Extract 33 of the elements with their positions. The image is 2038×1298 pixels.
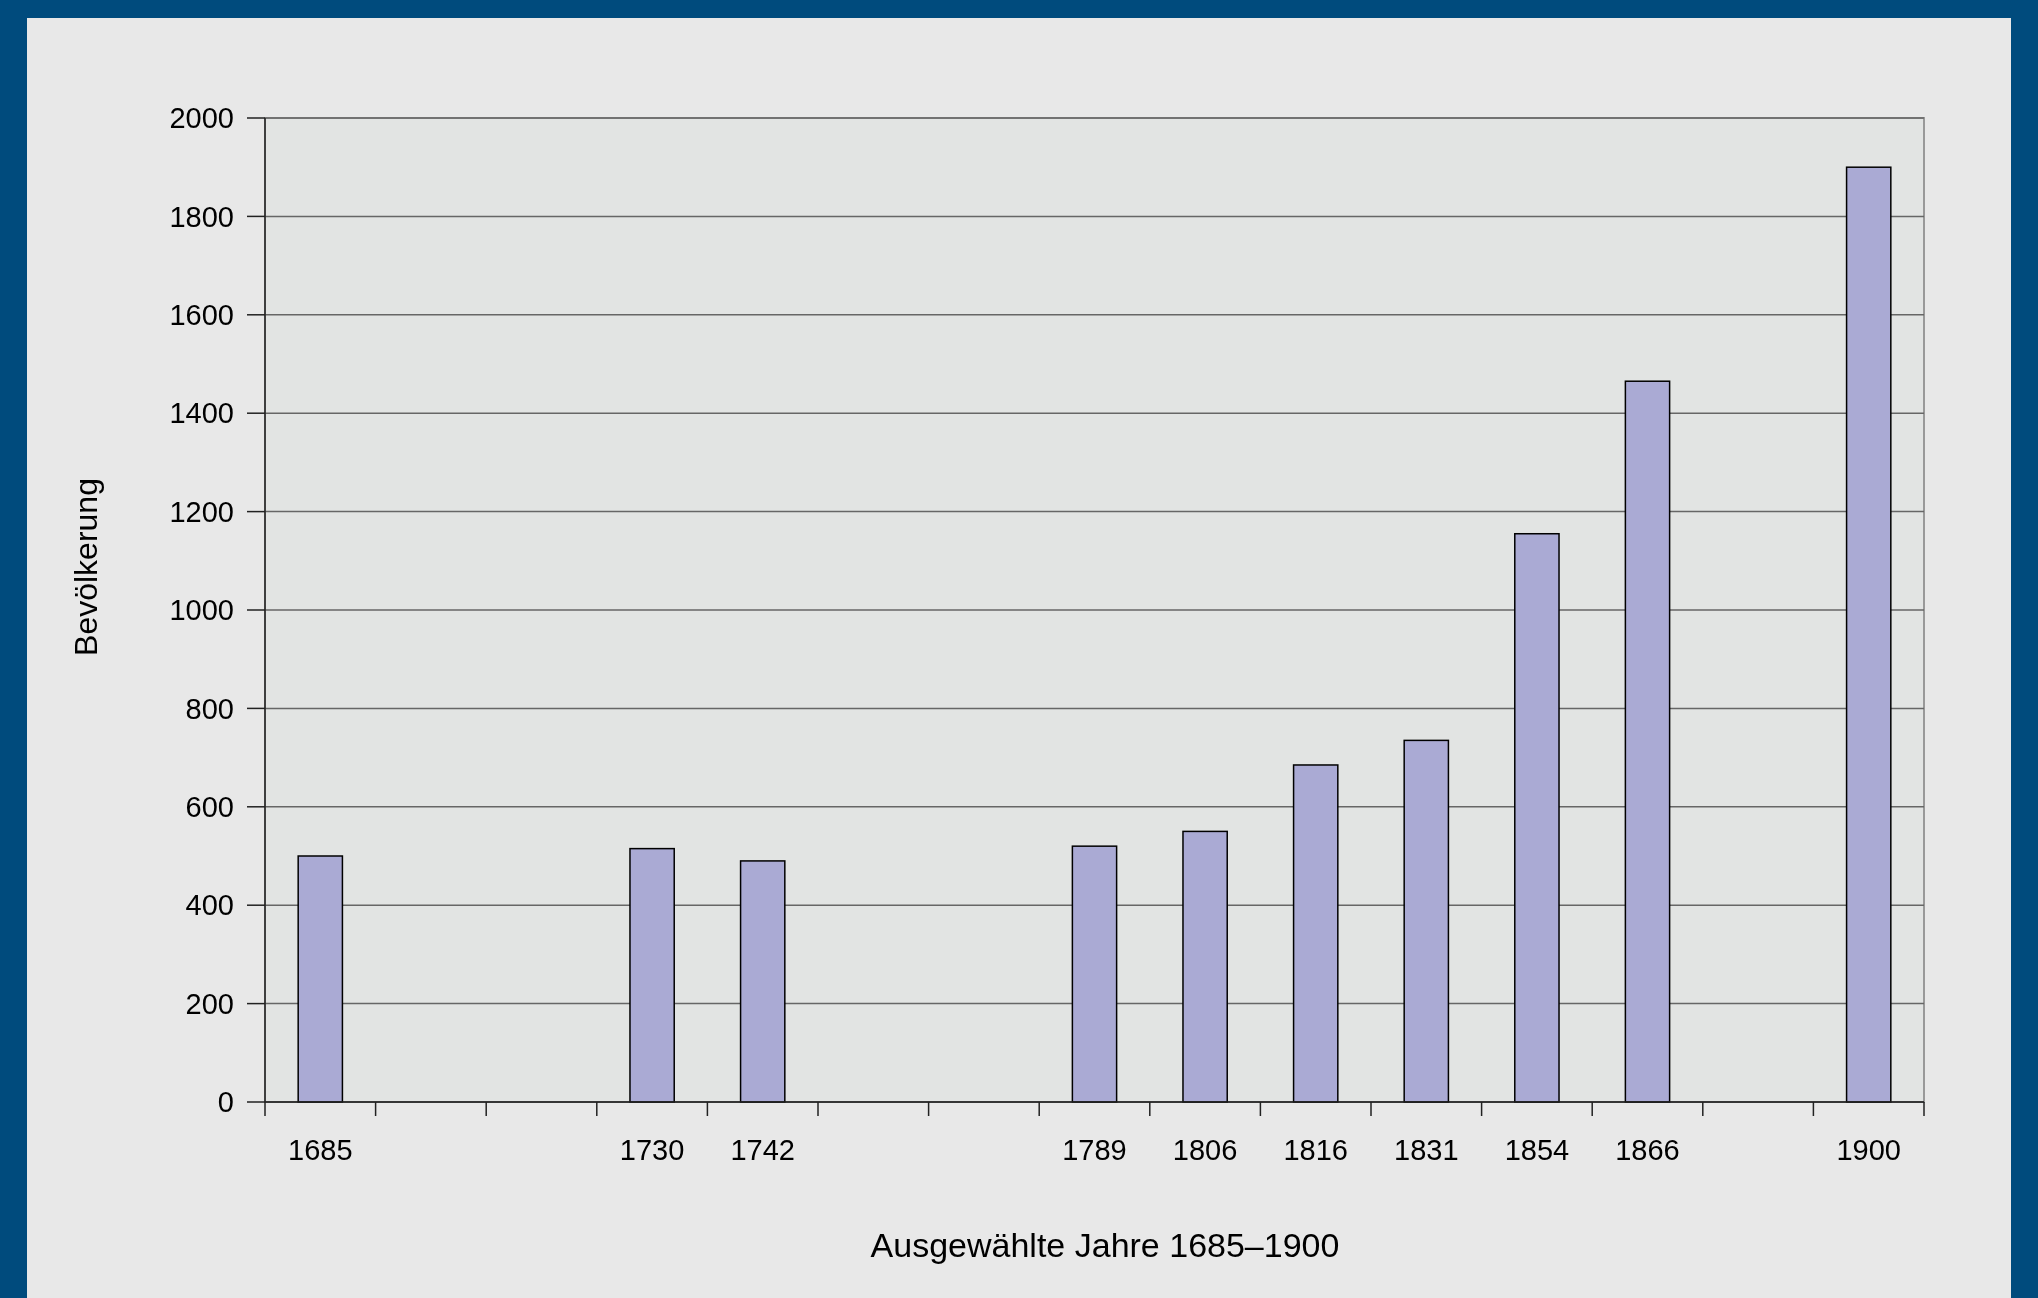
x-tick-label: 1685 (288, 1134, 353, 1167)
x-tick-label: 1900 (1836, 1134, 1901, 1167)
y-tick-label: 800 (185, 692, 234, 725)
bar (1292, 764, 1339, 1103)
y-axis-title: Bevölkerung (68, 478, 105, 656)
bar (739, 860, 786, 1103)
y-tick-label: 0 (217, 1086, 234, 1119)
bar (1514, 532, 1560, 1103)
x-tick-label: 1742 (730, 1134, 795, 1167)
bar (1624, 380, 1671, 1103)
x-tick-label: 1806 (1172, 1134, 1238, 1167)
y-tick-label: 600 (185, 790, 234, 823)
y-tick-label: 400 (185, 889, 234, 922)
bar (1182, 830, 1228, 1103)
y-tick-label: 1400 (169, 397, 234, 430)
x-tick-label: 1854 (1504, 1134, 1570, 1167)
x-axis-title: Ausgewählte Jahre 1685–1900 (870, 1225, 1340, 1264)
x-tick-label: 1730 (619, 1134, 685, 1167)
y-tick-label: 2000 (169, 102, 234, 135)
bar (629, 847, 675, 1103)
x-tick-label: 1789 (1062, 1134, 1127, 1167)
x-tick-label: 1866 (1615, 1134, 1680, 1167)
y-tick-label: 1200 (169, 495, 234, 528)
x-tick-label: 1831 (1394, 1134, 1459, 1167)
y-tick-label: 1600 (169, 298, 234, 331)
y-tick-label: 1000 (169, 594, 234, 627)
y-tick-label: 200 (185, 987, 234, 1020)
bar (1071, 845, 1118, 1103)
bar (1845, 166, 1892, 1103)
x-tick-label: 1816 (1283, 1134, 1348, 1167)
y-tick-label: 1800 (169, 200, 234, 233)
bar (1403, 739, 1450, 1103)
bar (297, 855, 344, 1103)
